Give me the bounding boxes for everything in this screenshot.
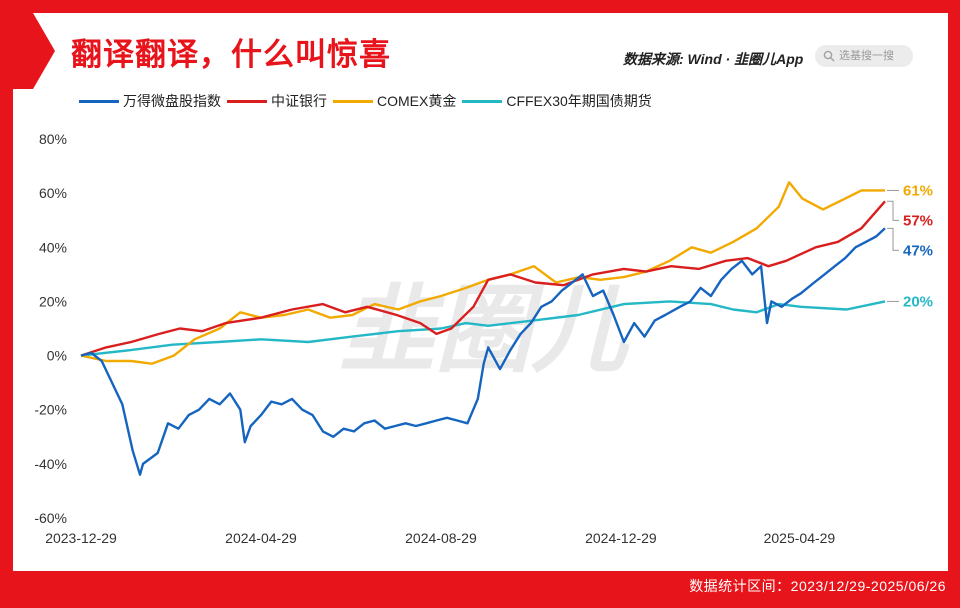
y-axis: 80% 60% 40% 20% 0% -20% -40% -60% — [34, 131, 67, 526]
legend-swatch — [79, 99, 119, 103]
source-label: 数据来源: Wind · — [623, 51, 735, 67]
watermark: 韭圈儿 — [339, 274, 630, 386]
end-value-label: 47% — [903, 242, 933, 259]
legend-swatch — [227, 99, 267, 103]
legend-item: CFFEX30年期国债期货 — [462, 91, 652, 111]
title-corner-mark — [13, 13, 55, 89]
data-source: 数据来源: Wind · 韭圈儿App — [623, 49, 803, 69]
end-label-connector — [887, 227, 899, 251]
legend-label: COMEX黄金 — [377, 93, 457, 109]
end-value-label: 57% — [903, 212, 933, 229]
x-tick-label: 2023-12-29 — [45, 530, 117, 546]
legend-swatch — [462, 99, 503, 103]
end-labels: 47% 57% 61% 20% — [887, 182, 933, 310]
legend: 万得微盘股指数 中证银行 COMEX黄金 CFFEX30年期国债期货 — [79, 91, 658, 111]
end-value-label: 20% — [903, 293, 933, 310]
end-label-connector — [887, 200, 899, 221]
chart-title: 翻译翻译，什么叫惊喜 — [71, 37, 391, 73]
series-lines — [80, 181, 886, 476]
source-brand: 韭圈儿App — [734, 51, 804, 67]
search-box[interactable]: 选基搜一搜 — [815, 45, 913, 67]
x-tick-label: 2024-08-29 — [405, 530, 477, 546]
y-tick-label: -60% — [34, 510, 67, 526]
chart-card: 翻译翻译，什么叫惊喜 数据来源: Wind · 韭圈儿App 选基搜一搜 万得微… — [13, 13, 948, 571]
legend-item: 万得微盘股指数 — [79, 91, 221, 111]
legend-item: 中证银行 — [227, 91, 327, 111]
series-line — [80, 200, 886, 357]
stats-range: 数据统计区间：2023/12/29-2025/06/26 — [689, 578, 946, 594]
legend-label: 万得微盘股指数 — [123, 93, 221, 109]
legend-label: 中证银行 — [271, 93, 327, 109]
x-tick-label: 2024-04-29 — [225, 530, 297, 546]
series-line — [80, 300, 886, 357]
y-tick-label: 0% — [47, 348, 67, 364]
legend-label: CFFEX30年期国债期货 — [506, 93, 652, 109]
series-line — [80, 227, 886, 476]
legend-item: COMEX黄金 — [333, 91, 456, 111]
line-chart: 韭圈儿 80% 60% 40% 20% 0% -20% -40% -60% 2023-12-2… — [34, 131, 933, 546]
y-tick-label: -40% — [34, 456, 67, 472]
x-axis: 2023-12-29 2024-04-29 2024-08-29 2024-12-29… — [45, 530, 835, 546]
y-tick-label: 60% — [39, 185, 67, 201]
search-placeholder: 选基搜一搜 — [839, 50, 894, 62]
legend-swatch — [333, 99, 373, 103]
y-tick-label: -20% — [34, 402, 67, 418]
y-tick-label: 80% — [39, 131, 67, 147]
search-icon — [823, 50, 835, 62]
x-tick-label: 2025-04-29 — [764, 530, 836, 546]
end-value-label: 61% — [903, 182, 933, 199]
y-tick-label: 20% — [39, 293, 67, 309]
y-tick-label: 40% — [39, 239, 67, 255]
x-tick-label: 2024-12-29 — [585, 530, 657, 546]
